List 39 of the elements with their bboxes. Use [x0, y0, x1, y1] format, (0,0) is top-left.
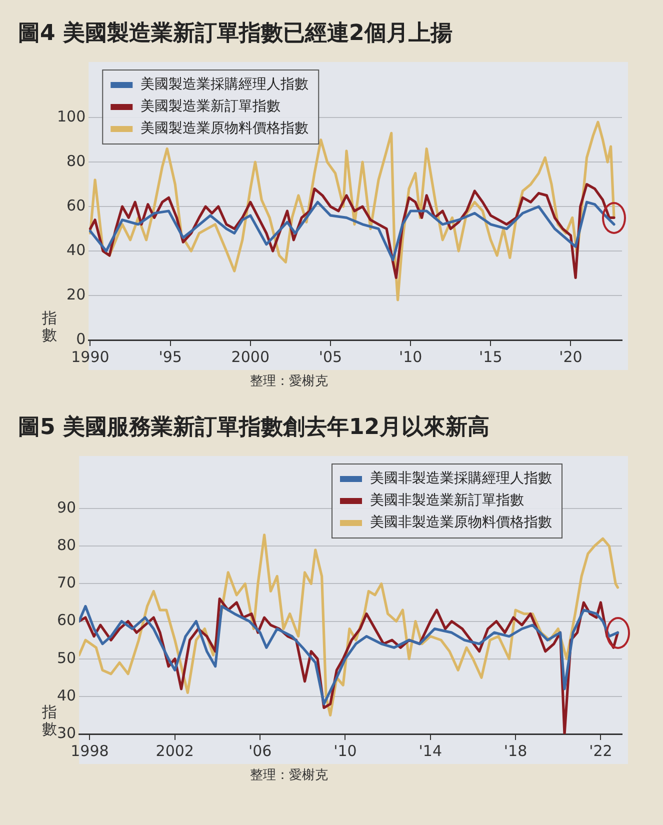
- x-tick-label: 1998: [70, 742, 109, 760]
- y-tick-label: 70: [56, 574, 76, 592]
- y-tick-label: 40: [56, 686, 76, 704]
- x-tick-label: '10: [398, 348, 422, 366]
- y-tick-label: 90: [56, 498, 76, 516]
- text: 整理：愛榭克: [250, 767, 329, 784]
- x-tick-label: '15: [479, 348, 502, 366]
- y-tick-label: 50: [56, 648, 76, 667]
- y-axis-title: 指數: [42, 703, 58, 738]
- x-tick-label: 1990: [71, 348, 110, 366]
- chart-title: 圖4 美國製造業新訂單指數已經連2個月上揚: [18, 20, 454, 48]
- y-tick-label: 0: [76, 330, 86, 348]
- y-tick-label: 60: [56, 611, 76, 630]
- x-tick-label: '06: [248, 742, 272, 760]
- legend-label: 美國製造業新訂單指數: [140, 98, 281, 115]
- y-axis-title: 指數: [42, 309, 58, 344]
- legend-label: 美國非製造業採購經理人指數: [370, 470, 552, 487]
- y-tick-label: 30: [56, 724, 76, 742]
- x-tick-label: '22: [589, 742, 612, 760]
- text: 整理：愛榭克: [250, 373, 329, 390]
- x-tick-label: '95: [158, 348, 182, 366]
- y-tick-label: 80: [56, 536, 76, 554]
- legend-label: 美國非製造業新訂單指數: [370, 492, 524, 509]
- x-tick-label: '14: [418, 742, 442, 760]
- legend-label: 美國非製造業原物料價格指數: [370, 514, 552, 531]
- y-tick-label: 20: [66, 285, 86, 304]
- x-tick-label: '20: [559, 348, 582, 366]
- y-tick-label: 60: [66, 196, 86, 214]
- x-tick-label: '05: [318, 348, 342, 366]
- y-tick-label: 100: [56, 107, 86, 126]
- x-tick-label: 2002: [156, 742, 194, 760]
- legend-label: 美國製造業採購經理人指數: [140, 76, 309, 93]
- y-tick-label: 40: [66, 240, 86, 259]
- x-tick-label: '18: [504, 742, 528, 760]
- y-tick-label: 80: [66, 152, 86, 170]
- chart-title: 圖5 美國服務業新訂單指數創去年12月以來新高: [18, 414, 491, 442]
- x-tick-label: '10: [334, 742, 357, 760]
- x-tick-label: 2000: [231, 348, 270, 366]
- legend-label: 美國製造業原物料價格指數: [140, 120, 309, 137]
